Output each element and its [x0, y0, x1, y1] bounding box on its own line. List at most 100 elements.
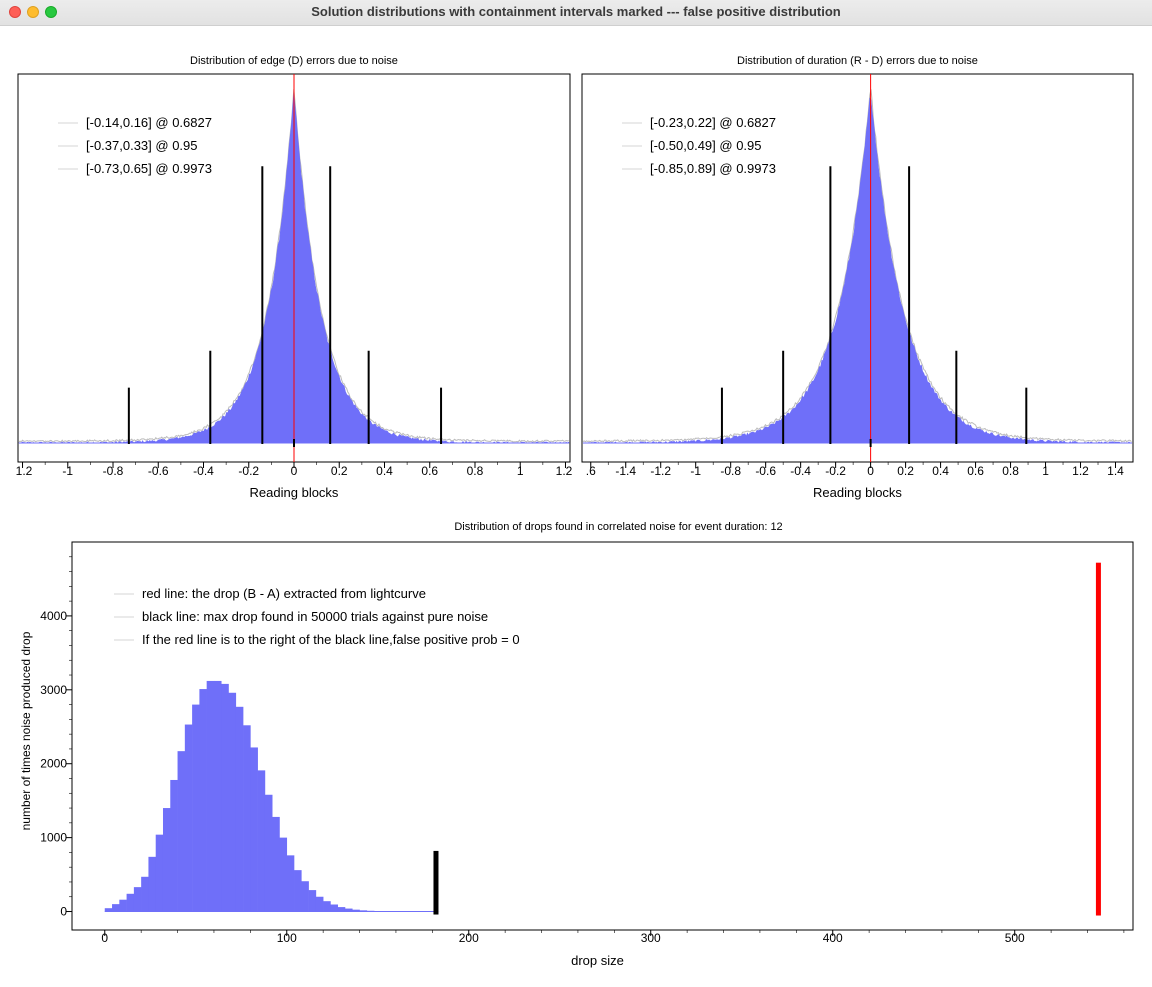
- x-tick-label: -0.4: [790, 464, 811, 478]
- histogram-bar: [170, 779, 178, 912]
- histogram-bar: [133, 887, 142, 912]
- histogram-bar: [330, 904, 339, 912]
- x-tick-label: 0: [101, 931, 108, 945]
- histogram-bar: [264, 794, 273, 912]
- histogram-bar: [206, 680, 215, 912]
- close-window-button[interactable]: [9, 6, 21, 18]
- histogram-bar: [184, 724, 193, 912]
- histogram-bar: [352, 909, 360, 912]
- zoom-window-button[interactable]: [45, 6, 57, 18]
- histogram-bar: [301, 881, 309, 912]
- chart-title: Distribution of duration (R - D) errors …: [737, 55, 978, 67]
- histogram-bar: [257, 770, 266, 912]
- x-tick-label: 0.6: [421, 464, 438, 478]
- histogram-bar: [119, 899, 127, 912]
- x-tick-label: 300: [641, 931, 661, 945]
- red-line-observed-drop: [1095, 562, 1101, 916]
- histogram-bar: [141, 876, 149, 912]
- histogram-bar: [192, 704, 200, 912]
- histogram-bar: [221, 683, 229, 912]
- x-tick-label: 100: [277, 931, 297, 945]
- histogram-bar: [213, 680, 222, 912]
- x-tick-label: 1: [517, 464, 524, 478]
- legend-entry: [-0.37,0.33] @ 0.95: [86, 138, 198, 153]
- x-tick-label: 1.4: [1107, 464, 1124, 478]
- histogram-bar: [162, 808, 171, 912]
- x-tick-label: -0.8: [103, 464, 124, 478]
- x-tick-label: .6: [586, 464, 596, 478]
- chart-duration: Distribution of duration (R - D) errors …: [581, 55, 1134, 500]
- y-tick-label: 1000: [40, 831, 67, 845]
- x-tick-label: 0.2: [331, 464, 348, 478]
- histogram-bar: [337, 907, 346, 912]
- histogram-bar: [286, 855, 295, 912]
- x-tick-label: 1.2: [16, 464, 33, 478]
- histogram-bar: [344, 908, 353, 912]
- black-line-max-noise-drop: [433, 850, 439, 915]
- x-tick-label: -1: [690, 464, 701, 478]
- title-bar: Solution distributions with containment …: [0, 0, 1152, 26]
- x-tick-label: 1.2: [556, 464, 573, 478]
- y-tick-label: 3000: [40, 683, 67, 697]
- window-title: Solution distributions with containment …: [311, 4, 841, 19]
- histogram-bar: [148, 856, 157, 912]
- histogram-bar: [272, 816, 280, 912]
- x-axis-label: drop size: [571, 953, 624, 968]
- histogram-bar: [308, 890, 317, 912]
- y-tick-label: 0: [60, 905, 67, 919]
- histogram-bar: [315, 896, 324, 912]
- chart-drops: Distribution of drops found in correlate…: [19, 521, 1134, 968]
- histogram-bar: [228, 692, 237, 912]
- x-tick-label: -1.2: [650, 464, 671, 478]
- y-axis-label: number of times noise produced drop: [19, 631, 33, 830]
- x-tick-label: 0.8: [1002, 464, 1019, 478]
- x-tick-label: 0: [867, 464, 874, 478]
- histogram-bar: [126, 893, 135, 912]
- histogram-bar: [235, 706, 244, 912]
- x-tick-label: -0.8: [720, 464, 741, 478]
- x-tick-label: 0.8: [467, 464, 484, 478]
- x-tick-label: -1: [62, 464, 73, 478]
- histogram-bar: [359, 910, 368, 912]
- x-tick-label: 0.4: [376, 464, 393, 478]
- histogram-bar: [250, 747, 258, 912]
- chart-title: Distribution of edge (D) errors due to n…: [190, 55, 398, 67]
- histogram-bar: [155, 834, 164, 912]
- histogram-bar: [243, 725, 251, 912]
- x-axis-label: Reading blocks: [813, 485, 902, 500]
- y-tick-label: 4000: [40, 609, 67, 623]
- legend-entry: [-0.50,0.49] @ 0.95: [650, 138, 762, 153]
- x-tick-label: -0.2: [825, 464, 846, 478]
- x-tick-label: -0.4: [193, 464, 214, 478]
- histogram-bar: [104, 908, 113, 912]
- x-tick-label: 200: [459, 931, 479, 945]
- histogram-bar: [279, 837, 288, 912]
- legend-entry: [-0.14,0.16] @ 0.6827: [86, 115, 212, 130]
- x-tick-label: 0.2: [897, 464, 914, 478]
- histogram-bar: [294, 870, 302, 912]
- x-tick-label: 1: [1042, 464, 1049, 478]
- x-tick-label: 400: [823, 931, 843, 945]
- x-tick-label: 0.6: [967, 464, 984, 478]
- x-tick-label: -0.6: [755, 464, 776, 478]
- legend-entry: red line: the drop (B - A) extracted fro…: [142, 586, 426, 601]
- legend-entry: [-0.23,0.22] @ 0.6827: [650, 115, 776, 130]
- legend-entry: [-0.85,0.89] @ 0.9973: [650, 161, 776, 176]
- histogram-bars: [583, 97, 1133, 444]
- x-tick-label: 0: [291, 464, 298, 478]
- minimize-window-button[interactable]: [27, 6, 39, 18]
- chart-edge: Distribution of edge (D) errors due to n…: [16, 55, 573, 500]
- legend-entry: [-0.73,0.65] @ 0.9973: [86, 161, 212, 176]
- legend-entry: black line: max drop found in 50000 tria…: [142, 609, 488, 624]
- x-tick-label: -1.4: [615, 464, 636, 478]
- legend-entry: If the red line is to the right of the b…: [142, 632, 520, 647]
- x-tick-label: 0.4: [932, 464, 949, 478]
- x-tick-label: -0.6: [148, 464, 169, 478]
- x-tick-label: 1.2: [1072, 464, 1089, 478]
- x-tick-label: -0.2: [238, 464, 259, 478]
- histogram-bar: [177, 751, 186, 912]
- histogram-bar: [199, 689, 207, 912]
- y-tick-label: 2000: [40, 757, 67, 771]
